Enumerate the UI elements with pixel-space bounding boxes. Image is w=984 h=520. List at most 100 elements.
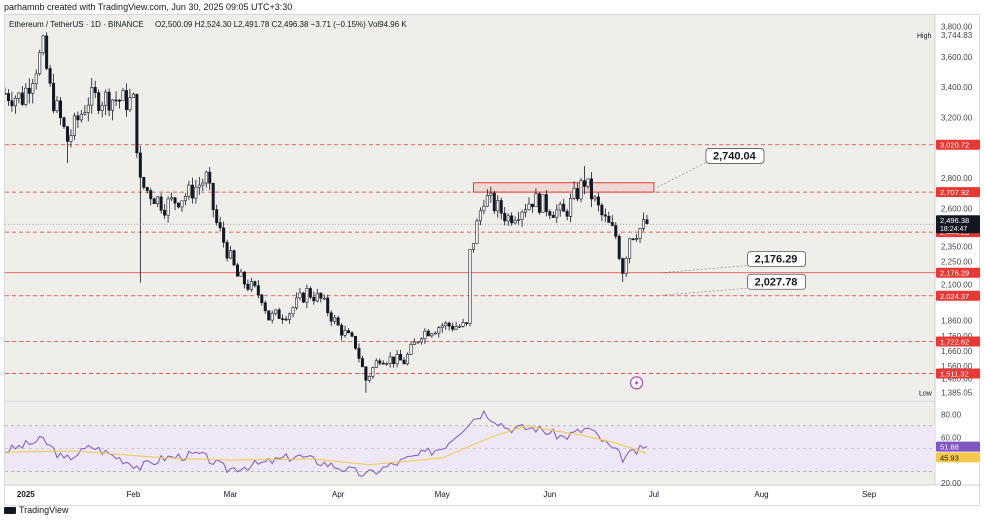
tradingview-brand: TradingView (4, 505, 69, 515)
rsi-tick-label: 80.00 (941, 410, 962, 419)
candle-body (645, 219, 649, 224)
candle-body (600, 204, 604, 216)
candle-body (138, 152, 142, 178)
candle-body (79, 113, 83, 121)
price-tick-label: 2,350.00 (941, 242, 973, 251)
candle-body (416, 341, 420, 344)
time-axis-label: May (435, 490, 450, 499)
candle-body (225, 242, 229, 259)
candle-body (62, 117, 66, 127)
candle-body (412, 341, 416, 345)
candle-body (260, 294, 264, 304)
low-label: Low (919, 391, 933, 398)
candle-body (406, 353, 410, 365)
callout-box (747, 273, 807, 290)
candle-body (551, 215, 555, 218)
candle-body (118, 99, 122, 102)
candle-body (197, 184, 201, 188)
high-value-label: 3,744.83 (941, 31, 973, 40)
candle-body (267, 310, 271, 321)
candle-body (142, 177, 146, 188)
price-chart[interactable]: Ethereum / TetherUS · 1D · BINANCE O2,500… (5, 15, 981, 507)
candle-body (183, 196, 187, 202)
candle-body (249, 281, 253, 290)
candle-body (114, 99, 118, 102)
candle-body (72, 115, 76, 136)
countdown-label: 18:24:47 (940, 226, 967, 233)
candle-body (229, 250, 233, 259)
candle-body (419, 338, 423, 343)
candle-body (558, 203, 562, 211)
candle-body (635, 238, 639, 240)
lightning-glyph-icon (634, 378, 639, 387)
candle-body (6, 93, 10, 102)
level-tag (936, 267, 980, 278)
candle-body (426, 330, 430, 337)
candle-body (312, 296, 316, 302)
candle-body (319, 292, 323, 299)
candle-body (83, 112, 87, 115)
rsi-ma-line (5, 425, 648, 466)
candle-body (156, 196, 160, 205)
candle-body (409, 344, 413, 355)
candle-body (131, 93, 135, 99)
rsi-ma-label: 45.93 (940, 453, 959, 462)
candle-body (201, 182, 205, 186)
candle-body (180, 200, 184, 208)
candle-body (204, 171, 208, 184)
candle-body (121, 90, 125, 101)
candle-body (124, 90, 128, 111)
candle-body (458, 326, 462, 328)
candle-body (5, 92, 7, 95)
candle-body (388, 356, 392, 364)
candle-body (603, 214, 607, 217)
candle-body (364, 366, 368, 381)
candle-body (232, 250, 236, 266)
candle-body (520, 211, 524, 220)
candle-body (59, 100, 63, 119)
candle-body (236, 264, 240, 277)
candle-body (239, 271, 243, 277)
candle-body (277, 309, 281, 319)
candle-body (638, 228, 642, 239)
candle-body (246, 283, 250, 290)
callout-box (705, 148, 765, 164)
candle-body (149, 190, 153, 200)
candle-body (465, 322, 469, 324)
candle-body (135, 93, 139, 154)
rsi-tick-label: 60.00 (941, 433, 962, 442)
candle-body (27, 87, 31, 94)
rsi-line (5, 409, 648, 477)
candle-body (270, 312, 274, 321)
candle-body (357, 347, 361, 359)
candle-body (34, 73, 38, 84)
rsi-ma-tag (936, 452, 980, 463)
candle-body (294, 297, 298, 309)
time-axis-label: Apr (332, 490, 345, 499)
candle-body (281, 318, 285, 320)
callout-leader (660, 287, 748, 296)
candle-body (343, 330, 347, 336)
candle-body (263, 302, 267, 312)
chart-container[interactable]: Ethereum / TetherUS · 1D · BINANCE O2,500… (4, 14, 981, 507)
price-tick-label: 2,250.00 (941, 258, 973, 267)
candle-body (596, 196, 600, 206)
candle-body (222, 227, 226, 243)
candle-body (447, 322, 451, 327)
last-price-tag (936, 215, 980, 234)
candle-body (274, 309, 278, 314)
level-tag (936, 336, 980, 347)
candle-body (145, 187, 149, 191)
candle-body (10, 100, 14, 107)
candle-body (107, 91, 111, 111)
candle-body (510, 215, 514, 224)
candle-body (496, 200, 500, 212)
candle-body (569, 197, 573, 217)
last-price-label: 2,496.38 (940, 216, 969, 225)
candle-body (301, 292, 305, 303)
candle-body (159, 196, 163, 211)
price-tick-label: 1,480.00 (941, 374, 973, 383)
candle-body (530, 203, 534, 208)
candle-body (194, 187, 198, 199)
price-tick-label: 1,860.00 (941, 317, 973, 326)
